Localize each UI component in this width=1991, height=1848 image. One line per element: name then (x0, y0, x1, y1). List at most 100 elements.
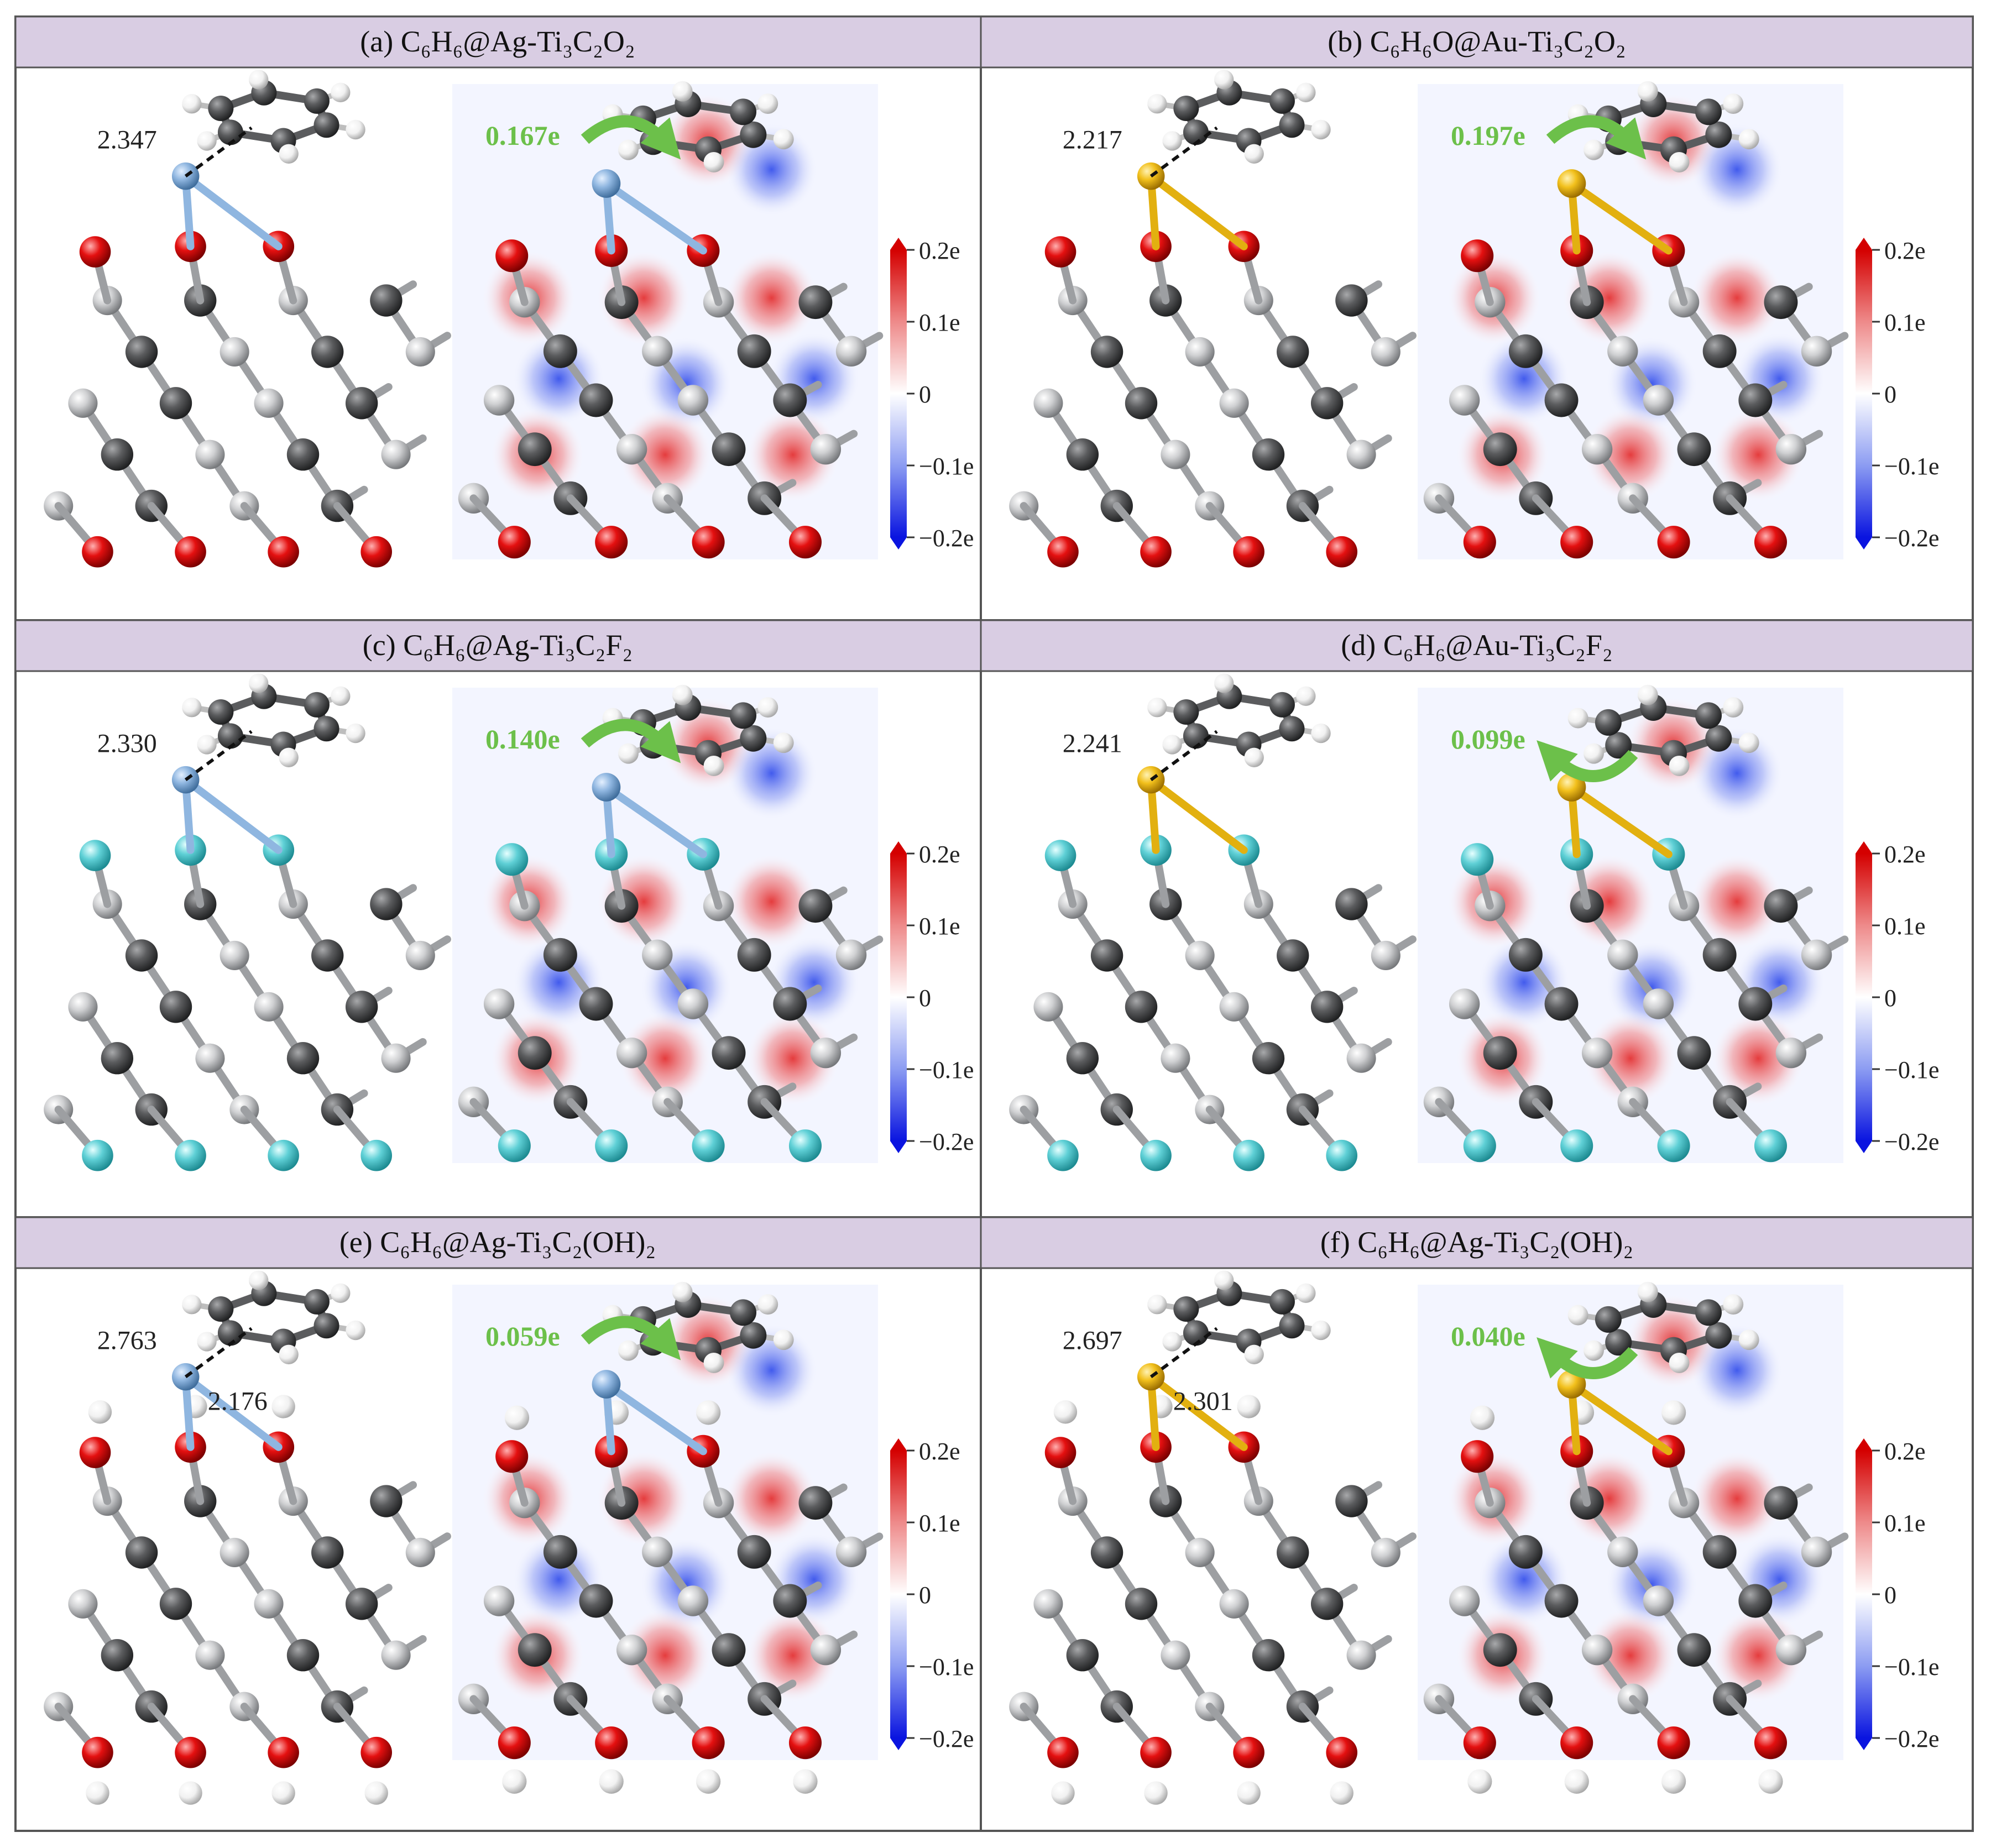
c-atom (1508, 334, 1543, 368)
colorbar-tick-label: 0 (919, 1582, 931, 1609)
o-atom (1326, 536, 1358, 568)
colorbar-tick-label: 0.1e (919, 1510, 960, 1537)
colorbar-tick-label: −0.1e (919, 453, 974, 480)
o-atom (1233, 1736, 1264, 1768)
distance-label: 2.763 (97, 1326, 157, 1355)
colorbar-tick-label: −0.1e (919, 1056, 974, 1083)
h-atom (88, 1400, 112, 1424)
panel-b-header (980, 15, 1974, 69)
h-atom (793, 1769, 818, 1794)
benzene-c-atom (1595, 1306, 1622, 1333)
c-atom (1702, 938, 1737, 972)
colorbar (1856, 250, 1872, 537)
c-atom (518, 1036, 552, 1070)
ti-atom (483, 385, 515, 416)
ti-atom (1801, 1536, 1832, 1568)
h-atom (1053, 1400, 1078, 1424)
distance-line (1149, 1327, 1218, 1379)
benzene-h-atom (1311, 1320, 1331, 1341)
benzene-h-atom (1738, 1329, 1759, 1350)
c-atom (1125, 1588, 1158, 1620)
h-atom (1564, 1769, 1589, 1794)
ti-atom (1775, 433, 1807, 465)
c-atom (311, 1536, 344, 1569)
c-atom (712, 432, 746, 467)
c-atom (101, 1042, 134, 1075)
benzene-c-atom (1705, 1322, 1732, 1349)
panels-layer: 2.347 0.167e 0.2e 0.1e 0 −0.1e −0.2e 2.217 0.197… (44, 70, 1939, 1805)
charge-accumulation (618, 1011, 712, 1106)
ti-atom (1371, 940, 1401, 970)
f-atom (1461, 843, 1494, 876)
panel-a: 2.347 0.167e 0.2e 0.1e 0 −0.1e −0.2e (44, 70, 974, 568)
c-atom (1310, 387, 1344, 420)
c-atom (1702, 1535, 1737, 1569)
h-atom (504, 1405, 530, 1430)
benzene-h-atom (197, 131, 217, 151)
benzene-h-atom (1738, 129, 1759, 150)
benzene-c-atom (1269, 692, 1295, 718)
charge-accumulation (618, 407, 712, 502)
c-atom (101, 1639, 134, 1672)
h-atom (1237, 1781, 1261, 1805)
charge-transfer-label: 0.167e (485, 120, 560, 151)
ti-atom (483, 1585, 515, 1616)
panel-e: 2.763 2.176 0.059e 0.2e 0.1e 0 −0.1e −0.2e (44, 1270, 974, 1805)
o-atom (1047, 1736, 1079, 1768)
benzene-c-atom (208, 96, 234, 122)
benzene-c-atom (304, 692, 330, 718)
benzene-h-atom (1296, 1283, 1316, 1303)
h-atom (86, 1781, 109, 1805)
o-atom (1326, 1736, 1358, 1768)
charge-accumulation (1562, 250, 1656, 345)
benzene-h-atom (1567, 1305, 1588, 1326)
benzene-h-atom (182, 94, 202, 114)
ti-atom (1607, 1536, 1638, 1568)
h-atom (271, 1781, 295, 1805)
o-atom (1461, 239, 1494, 273)
benzene-c-atom (740, 121, 767, 148)
c-atom (1702, 334, 1737, 368)
c-atom (159, 1588, 192, 1620)
c-atom (1335, 888, 1368, 920)
c-atom (543, 938, 577, 972)
panel-b-title: (b) C₆H₆O@Au-Ti₃C₂O₂ (1328, 25, 1626, 58)
benzene-c-atom (1183, 1320, 1209, 1346)
c-atom (125, 336, 158, 368)
c-atom (1544, 1584, 1579, 1618)
ti-atom (1581, 433, 1613, 465)
o-atom (495, 239, 529, 273)
c-atom (1764, 1486, 1798, 1520)
c-atom (101, 438, 134, 471)
benzene-c-atom (729, 702, 756, 729)
colorbar-tick-label: 0.2e (919, 237, 960, 264)
ti-atom (68, 992, 98, 1022)
o-atom (175, 1736, 206, 1768)
charge-accumulation (597, 1451, 691, 1546)
benzene-c-atom (208, 699, 234, 725)
h-atom (599, 1769, 624, 1794)
bond (1147, 172, 1248, 250)
c-atom (1508, 938, 1543, 972)
c-atom (1066, 1639, 1099, 1672)
distance-label: 2.330 (97, 729, 157, 758)
ti-atom (810, 433, 842, 465)
f-atom (692, 1129, 725, 1163)
f-atom (175, 1139, 206, 1171)
distance-line (1149, 730, 1218, 782)
c-atom (773, 383, 807, 417)
au-atom (1557, 169, 1586, 198)
benzene-h-atom (1296, 686, 1316, 706)
benzene-c-atom (729, 98, 756, 125)
benzene-h-atom (331, 1283, 351, 1303)
benzene-h-atom (248, 1270, 269, 1290)
c-atom (159, 991, 192, 1023)
c-atom (737, 1535, 771, 1569)
distance-line (184, 1327, 253, 1379)
o-atom (1657, 526, 1690, 559)
c-atom (345, 991, 378, 1023)
c-atom (286, 438, 320, 471)
ti-atom (195, 1640, 225, 1670)
f-atom (595, 1129, 628, 1163)
bond (1567, 180, 1673, 255)
